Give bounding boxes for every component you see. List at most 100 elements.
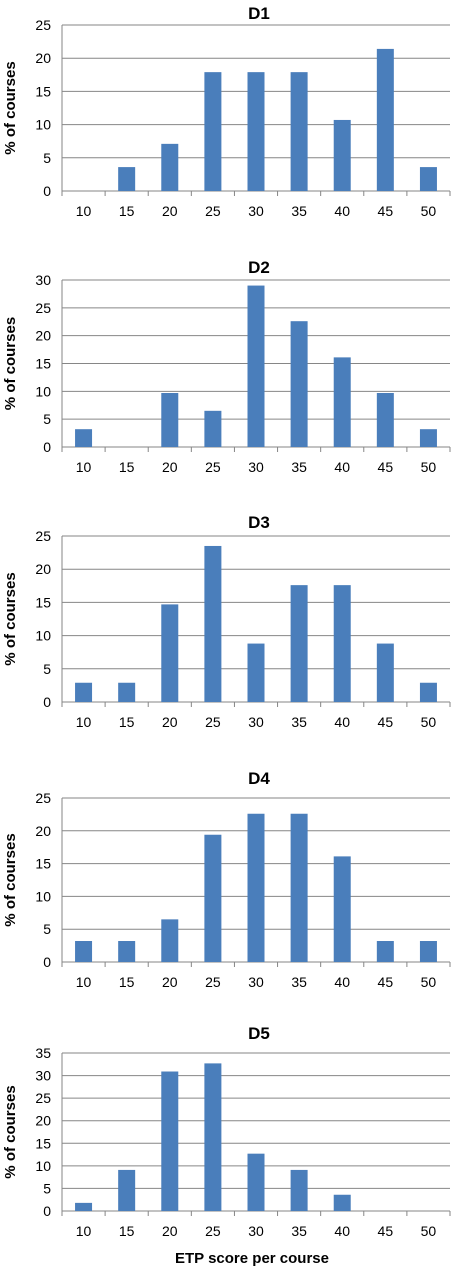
x-tick-label: 10 <box>76 714 92 730</box>
bar <box>75 682 93 702</box>
x-tick-label: 10 <box>76 203 92 219</box>
x-tick-label: 30 <box>248 459 264 475</box>
x-tick-label: 25 <box>205 714 221 730</box>
y-tick-label: 20 <box>35 50 51 66</box>
x-tick-label: 40 <box>334 459 350 475</box>
bar <box>247 72 265 191</box>
y-tick-label: 10 <box>35 888 51 904</box>
bar <box>419 941 437 962</box>
x-tick-label: 35 <box>291 203 307 219</box>
y-tick-label: 25 <box>35 528 51 544</box>
y-tick-label: 35 <box>35 1045 51 1061</box>
x-tick-label: 10 <box>76 974 92 990</box>
bar <box>290 1169 308 1211</box>
chart-title: D5 <box>248 1024 270 1043</box>
y-axis-label: % of courses <box>2 833 19 926</box>
y-tick-label: 25 <box>35 1090 51 1106</box>
chart-panel-3: 0 5 10 15 20 25 10 15 20 25 30 35 40 45 50 D4 % of cours… <box>2 769 451 990</box>
y-tick-label: 15 <box>35 356 51 372</box>
y-tick-label: 5 <box>43 150 51 166</box>
x-tick-label: 10 <box>76 459 92 475</box>
bar <box>247 813 265 962</box>
bar <box>75 941 93 962</box>
bar <box>161 143 179 191</box>
bar <box>118 941 136 962</box>
chart-title: D1 <box>248 4 270 23</box>
x-tick-label: 35 <box>291 1223 307 1239</box>
y-tick-label: 30 <box>35 272 51 288</box>
x-tick-label: 20 <box>162 714 178 730</box>
bar <box>247 643 265 702</box>
x-tick-label: 10 <box>76 1223 92 1239</box>
bar <box>333 856 351 962</box>
y-tick-label: 10 <box>35 383 51 399</box>
x-tick-label: 20 <box>162 203 178 219</box>
y-tick-label: 5 <box>43 921 51 937</box>
bar <box>290 321 308 447</box>
x-tick-label: 20 <box>162 974 178 990</box>
x-tick-label: 40 <box>334 714 350 730</box>
x-tick-label: 50 <box>421 203 437 219</box>
x-tick-label: 15 <box>119 974 135 990</box>
bar <box>247 285 265 447</box>
bar <box>204 1063 222 1211</box>
bar <box>204 545 222 702</box>
x-tick-label: 20 <box>162 459 178 475</box>
y-tick-label: 30 <box>35 1068 51 1084</box>
x-tick-label: 40 <box>334 974 350 990</box>
bar <box>204 72 222 191</box>
x-tick-label: 45 <box>378 714 394 730</box>
x-tick-label: 30 <box>248 974 264 990</box>
x-tick-label: 45 <box>378 974 394 990</box>
x-tick-label: 35 <box>291 714 307 730</box>
y-tick-label: 0 <box>43 954 51 970</box>
bar <box>118 682 136 702</box>
chart-panel-4: 0 5 10 15 20 25 30 35 10 15 20 25 30 35 40 45 50 D5 % of c… <box>2 1024 451 1267</box>
y-tick-label: 25 <box>35 790 51 806</box>
bar <box>333 357 351 447</box>
y-tick-label: 15 <box>35 594 51 610</box>
x-tick-label: 40 <box>334 203 350 219</box>
x-tick-label: 20 <box>162 1223 178 1239</box>
y-tick-label: 15 <box>35 1135 51 1151</box>
y-tick-label: 10 <box>35 628 51 644</box>
y-tick-label: 5 <box>43 661 51 677</box>
y-tick-label: 25 <box>35 300 51 316</box>
bar <box>376 393 394 447</box>
bar <box>376 48 394 192</box>
x-tick-label: 50 <box>421 459 437 475</box>
x-tick-label: 25 <box>205 203 221 219</box>
bar <box>376 941 394 962</box>
y-tick-label: 15 <box>35 856 51 872</box>
y-tick-label: 0 <box>43 183 51 199</box>
bar <box>376 643 394 702</box>
x-tick-label: 45 <box>378 459 394 475</box>
y-axis-label: % of courses <box>2 1085 19 1178</box>
y-axis-label: % of courses <box>2 572 19 665</box>
y-tick-label: 20 <box>35 823 51 839</box>
x-tick-label: 45 <box>378 1223 394 1239</box>
bar <box>204 410 222 447</box>
x-tick-label: 25 <box>205 459 221 475</box>
bar <box>290 813 308 962</box>
bar <box>118 167 136 191</box>
x-tick-label: 45 <box>378 203 394 219</box>
chart-panel-0: 0 5 10 15 20 25 10 15 20 25 30 35 40 45 50 D1 % of cours… <box>2 4 451 219</box>
bar <box>161 604 179 702</box>
chart-panel-1: 0 5 10 15 20 25 30 10 15 20 25 30 35 40 45 50 D2 % of cou… <box>2 258 451 475</box>
y-tick-label: 0 <box>43 439 51 455</box>
y-tick-label: 10 <box>35 1158 51 1174</box>
bar <box>333 119 351 191</box>
chart-title: D3 <box>248 513 270 532</box>
x-tick-label: 30 <box>248 714 264 730</box>
x-tick-label: 25 <box>205 1223 221 1239</box>
bar <box>247 1153 265 1211</box>
y-tick-label: 20 <box>35 561 51 577</box>
bar <box>419 682 437 702</box>
x-tick-label: 50 <box>421 974 437 990</box>
bar <box>419 429 437 447</box>
x-axis-label: ETP score per course <box>175 1250 329 1267</box>
y-tick-label: 25 <box>35 17 51 33</box>
